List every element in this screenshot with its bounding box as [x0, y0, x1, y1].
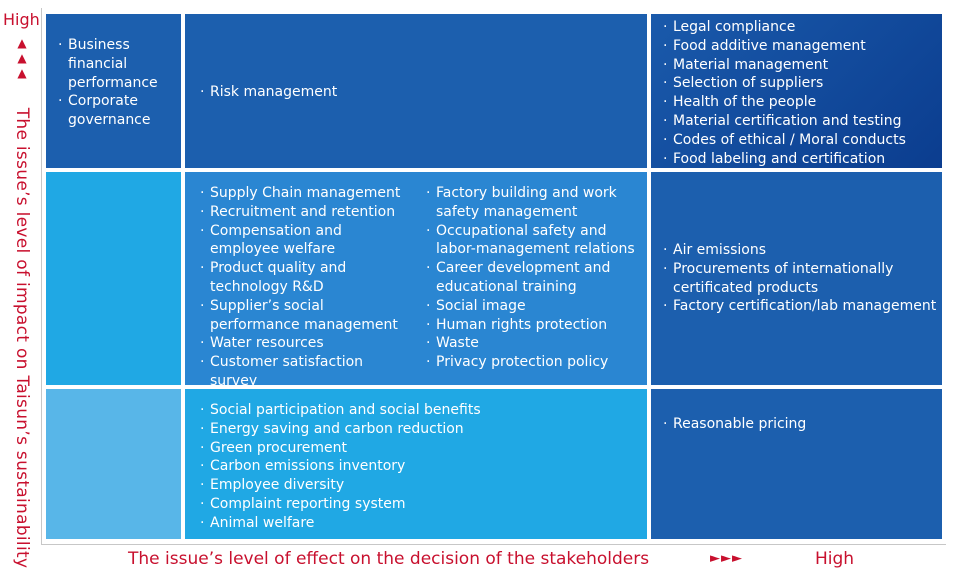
cell-middle-center-col2: Factory building and work safety managem…: [426, 184, 641, 372]
cell-top-center-list: Risk management: [200, 83, 647, 102]
issue-item: Codes of ethical / Moral conducts: [663, 131, 942, 150]
x-axis-high-label: High: [815, 549, 855, 569]
issue-item: Green procurement: [200, 439, 647, 458]
cell-top-right: Legal complianceFood additive management…: [651, 14, 942, 168]
y-axis-arrows: ▲ ▲ ▲: [17, 36, 27, 80]
issue-item: Factory building and work safety managem…: [426, 184, 641, 222]
issue-item: Material certification and testing: [663, 112, 942, 131]
issue-item: Occupational safety and labor-management…: [426, 222, 641, 260]
issue-item: Food labeling and certification: [663, 150, 942, 169]
issue-item: Waste: [426, 334, 641, 353]
x-axis-line: [41, 544, 946, 545]
x-axis-title: The issue’s level of effect on the decis…: [128, 549, 650, 569]
issue-item: Selection of suppliers: [663, 74, 942, 93]
cell-bottom-right: Reasonable pricing: [651, 389, 942, 539]
issue-item: Recruitment and retention: [200, 203, 412, 222]
cell-middle-left: [46, 172, 181, 385]
issue-item: Food additive management: [663, 37, 942, 56]
issue-item: Complaint reporting system: [200, 495, 647, 514]
cell-middle-center-col1: Supply Chain managementRecruitment and r…: [200, 184, 412, 391]
cell-middle-right: Air emissionsProcurements of internation…: [651, 172, 942, 385]
cell-top-right-list: Legal complianceFood additive management…: [663, 18, 942, 168]
issue-item: Animal welfare: [200, 514, 647, 533]
issue-item: Social image: [426, 297, 641, 316]
issue-item: Social participation and social benefits: [200, 401, 647, 420]
issue-item: Risk management: [200, 83, 647, 102]
issue-item: Career development and educational train…: [426, 259, 641, 297]
y-axis-title: The issue’s level of impact on Taisun’s …: [12, 107, 32, 569]
cell-middle-center: Supply Chain managementRecruitment and r…: [185, 172, 647, 389]
issue-item: Carbon emissions inventory: [200, 457, 647, 476]
issue-item: Factory certification/lab management: [663, 297, 942, 316]
issue-item: Energy saving and carbon reduction: [200, 420, 647, 439]
cell-bottom-center: Social participation and social benefits…: [185, 389, 647, 539]
issue-item: Health of the people: [663, 93, 942, 112]
cell-middle-right-list: Air emissionsProcurements of internation…: [663, 241, 942, 316]
y-axis-high-label: High: [3, 10, 40, 29]
issue-item: Business financial performance: [58, 36, 181, 92]
issue-item: Material management: [663, 56, 942, 75]
issue-item: Procurements of internationally certific…: [663, 260, 942, 298]
issue-item: Supply Chain management: [200, 184, 412, 203]
cell-bottom-right-list: Reasonable pricing: [663, 415, 942, 434]
issue-item: Product quality and technology R&D: [200, 259, 412, 297]
issue-item: Customer satisfaction survey: [200, 353, 412, 391]
cell-top-left-list: Business financial performanceCorporate …: [58, 36, 181, 130]
issue-item: Supplier’s social performance management: [200, 297, 412, 335]
issue-item: Corporate governance: [58, 92, 181, 130]
issue-item: Human rights protection: [426, 316, 641, 335]
cell-top-center: Risk management: [185, 14, 647, 168]
issue-item: Air emissions: [663, 241, 942, 260]
x-axis-arrows: ►►►: [710, 551, 743, 566]
issue-item: Privacy protection policy: [426, 353, 641, 372]
issue-item: Compensation and employee welfare: [200, 222, 412, 260]
issue-item: Employee diversity: [200, 476, 647, 495]
y-axis-line: [41, 8, 42, 545]
cell-top-left: Business financial performanceCorporate …: [46, 14, 181, 168]
cell-bottom-center-list: Social participation and social benefits…: [200, 401, 647, 533]
cell-bottom-left: [46, 389, 181, 539]
issue-item: Legal compliance: [663, 18, 942, 37]
issue-item: Water resources: [200, 334, 412, 353]
issue-item: Reasonable pricing: [663, 415, 942, 434]
y-axis-label-group: High ▲ ▲ ▲ The issue’s level of impact o…: [0, 0, 40, 579]
